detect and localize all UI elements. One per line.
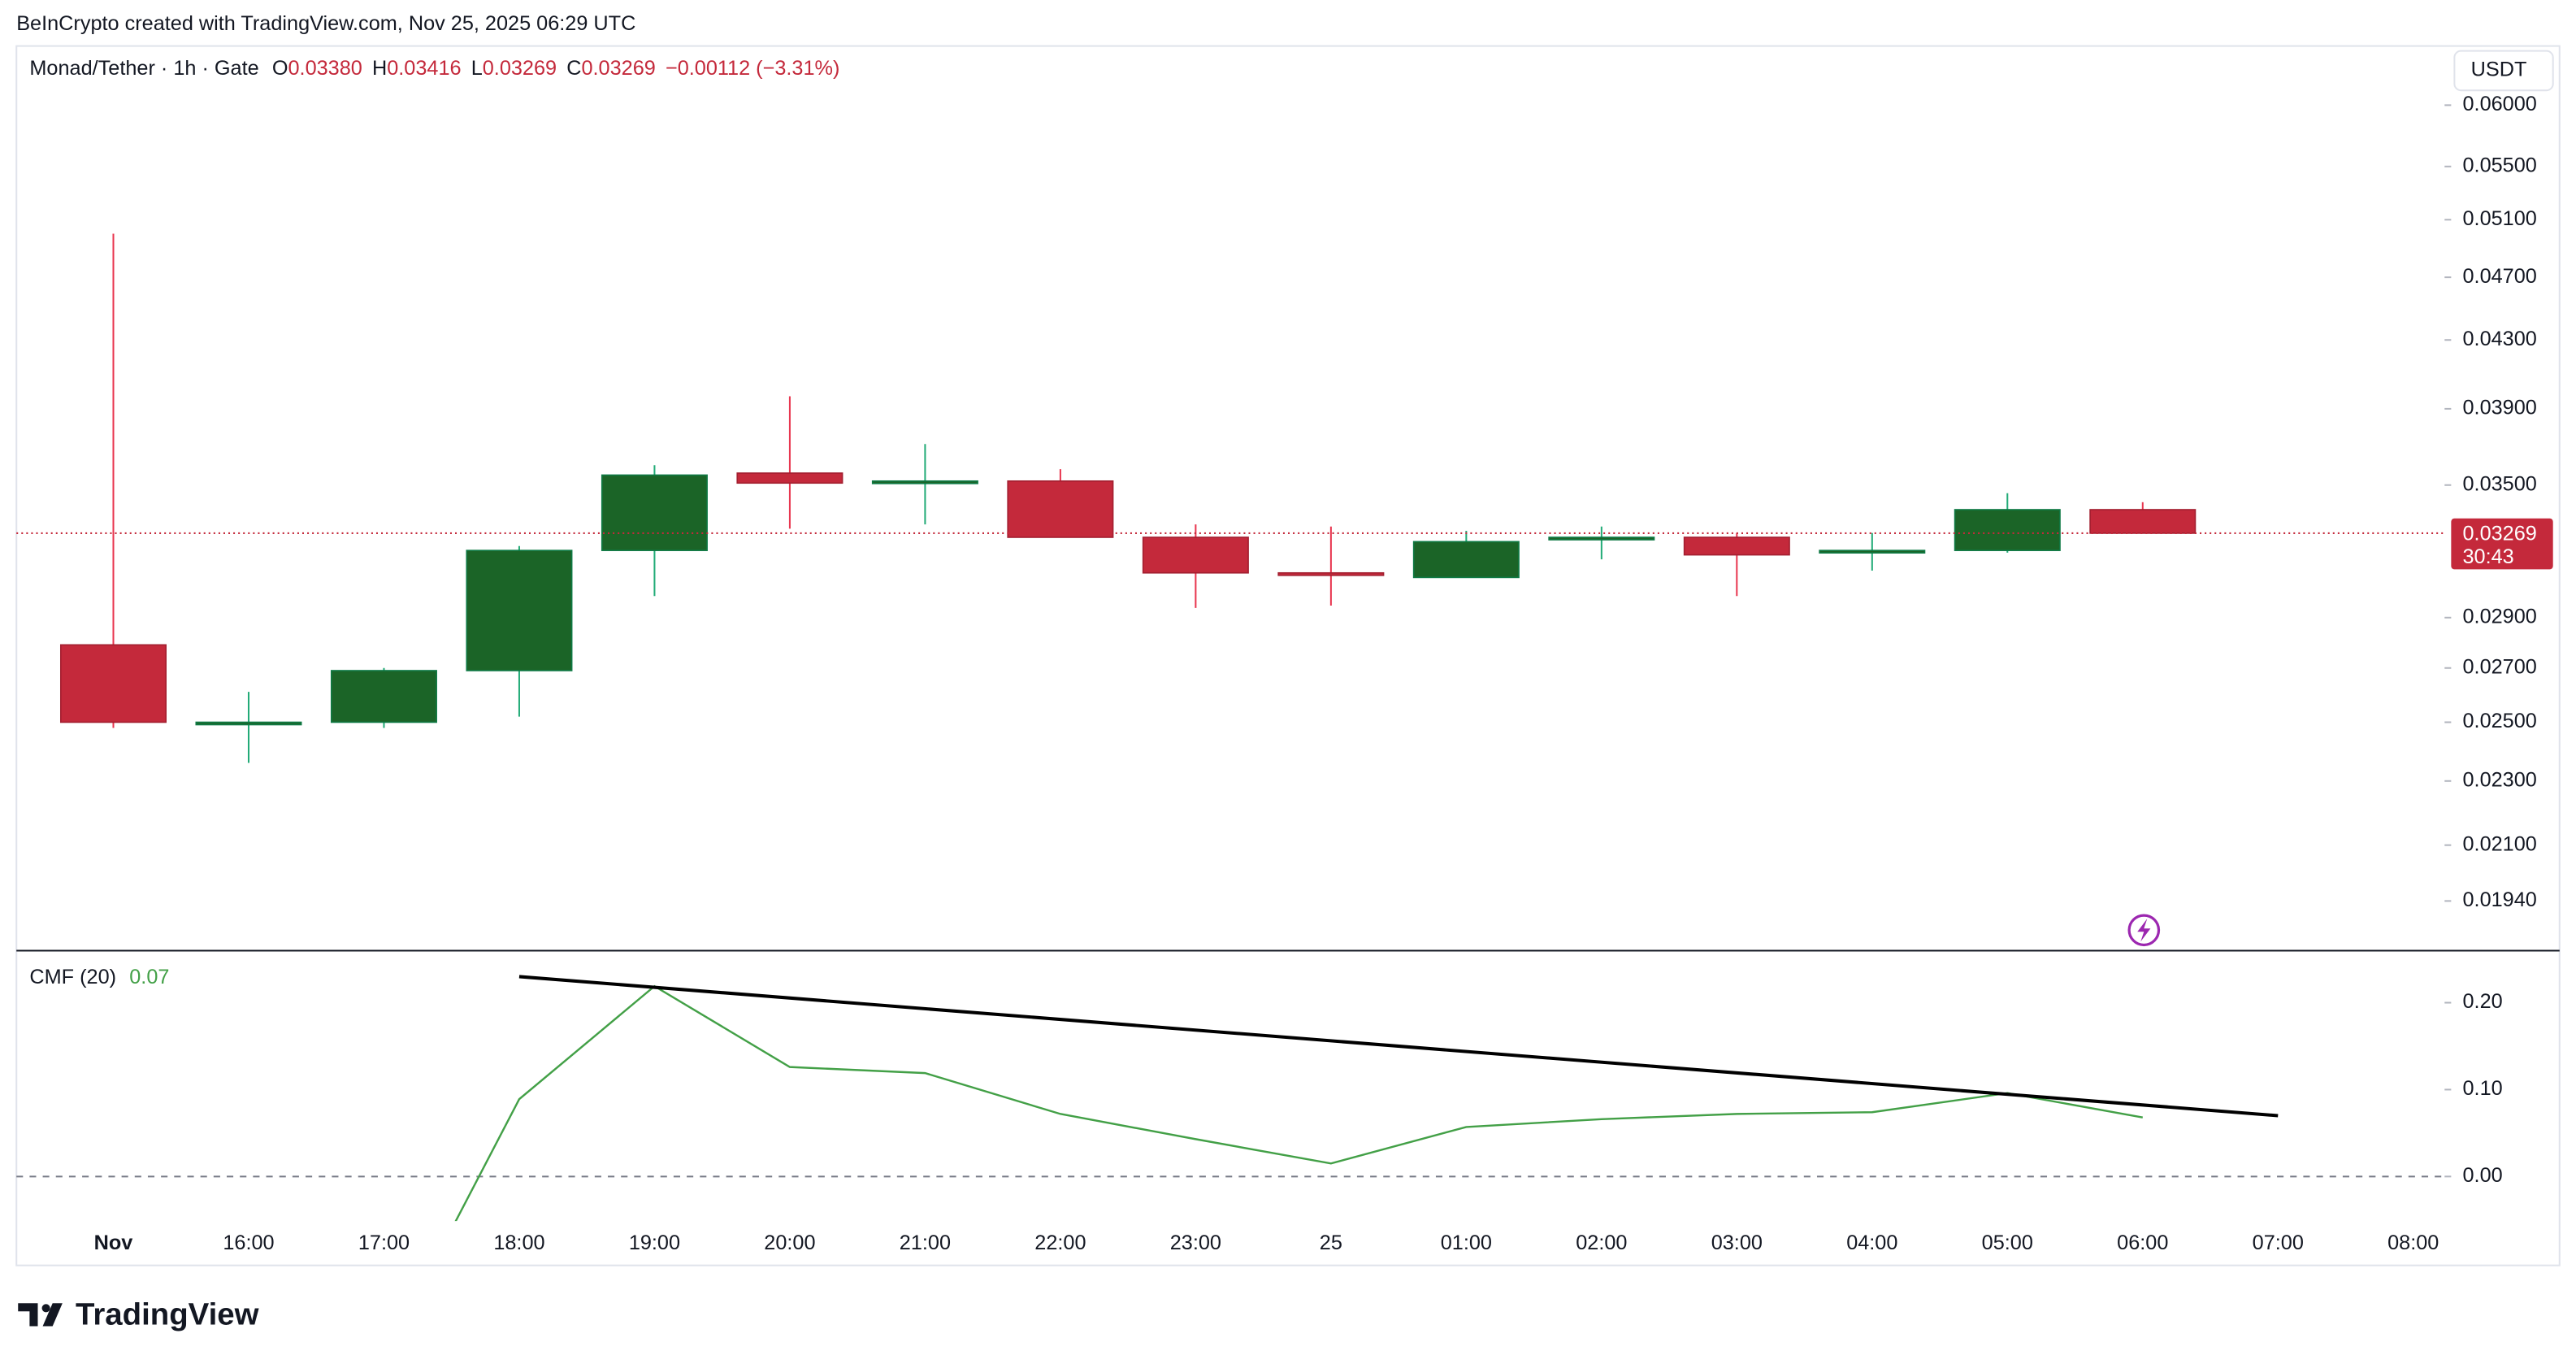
price-label: 0.03269 xyxy=(2463,523,2537,545)
y-tick-label: 0.00 xyxy=(2463,1164,2503,1187)
y-tick-label: 0.02900 xyxy=(2463,605,2537,628)
candle-body xyxy=(195,721,302,726)
candle-body xyxy=(736,472,843,484)
candle-body xyxy=(1819,550,1926,554)
y-tick-label: 0.05500 xyxy=(2463,154,2537,176)
x-tick-label: 08:00 xyxy=(2387,1232,2439,1254)
tradingview-logo: TradingView xyxy=(18,1297,259,1332)
x-tick-label: 06:00 xyxy=(2117,1232,2168,1254)
x-tick-label: 20:00 xyxy=(764,1232,815,1254)
legend-key: C xyxy=(566,57,581,80)
logo-text: TradingView xyxy=(76,1297,259,1332)
y-tick-label: 0.05100 xyxy=(2463,207,2537,230)
y-tick-label: 0.20 xyxy=(2463,990,2503,1013)
x-tick-label: 16:00 xyxy=(223,1232,274,1254)
candle-body xyxy=(330,670,437,723)
y-tick-label: 0.06000 xyxy=(2463,93,2537,115)
candle-body xyxy=(1007,480,1114,538)
legend-value: 0.03269 xyxy=(581,57,655,80)
x-tick-label: Nov xyxy=(94,1232,133,1254)
x-tick-label: 25 xyxy=(1320,1232,1342,1254)
y-tick-label: 0.01940 xyxy=(2463,888,2537,911)
candles xyxy=(59,233,2197,763)
candle-body xyxy=(1142,536,1249,574)
currency[interactable]: USDT xyxy=(2471,59,2527,81)
candle-body xyxy=(59,644,167,723)
x-tick-label: 05:00 xyxy=(1982,1232,2033,1254)
legend-key: O xyxy=(272,57,288,80)
y-tick-label: 0.03900 xyxy=(2463,397,2537,419)
lightning-icon[interactable] xyxy=(2127,914,2161,947)
cmf-line xyxy=(454,984,2143,1222)
y-tick-label: 0.04300 xyxy=(2463,328,2537,350)
x-tick-label: 07:00 xyxy=(2253,1232,2304,1254)
legend-key: H xyxy=(372,57,387,80)
legend-value: 0.03380 xyxy=(288,57,362,80)
y-tick-label: 0.03500 xyxy=(2463,472,2537,495)
legend-key: L xyxy=(471,57,483,80)
candle-body xyxy=(1548,536,1655,541)
x-tick-label: 01:00 xyxy=(1441,1232,1492,1254)
candle-body xyxy=(1277,571,1385,576)
candle-body xyxy=(1412,541,1520,579)
indicator-legend: CMF (20) 0.07 xyxy=(29,966,169,988)
legend-value: 0.03269 xyxy=(483,57,557,80)
x-tick-label: 21:00 xyxy=(900,1232,951,1254)
x-tick-label: 23:00 xyxy=(1170,1232,1221,1254)
x-tick-label: 03:00 xyxy=(1711,1232,1763,1254)
cmf xyxy=(454,984,2143,1222)
y-tick-label: 0.02300 xyxy=(2463,768,2537,791)
legend-value: 0.03416 xyxy=(387,57,461,80)
chart-frame xyxy=(15,45,2561,1266)
x-tick-label: 17:00 xyxy=(358,1232,410,1254)
candle-body xyxy=(1954,509,2061,551)
x-tick-label: 04:00 xyxy=(1846,1232,1897,1254)
y-tick-label: 0.10 xyxy=(2463,1077,2503,1100)
candle-body xyxy=(466,550,573,671)
price-label-box xyxy=(2451,518,2553,570)
x-tick-label: 22:00 xyxy=(1034,1232,1086,1254)
y-tick-label: 0.02500 xyxy=(2463,710,2537,732)
countdown: 30:43 xyxy=(2463,545,2514,568)
candle-body xyxy=(601,474,708,551)
trendline xyxy=(518,975,2279,1118)
x-tick-label: 18:00 xyxy=(493,1232,544,1254)
indicator-title: CMF (20) xyxy=(29,966,116,988)
legend: Monad/Tether · 1h · Gate O0.03380 H0.03416… xyxy=(29,57,839,80)
header: BeInCrypto created with TradingView.com,… xyxy=(16,12,635,35)
y-tick-label: 0.02700 xyxy=(2463,655,2537,678)
change: −0.00112 (−3.31%) xyxy=(666,57,839,80)
y-tick-label: 0.02100 xyxy=(2463,832,2537,855)
candle-body xyxy=(871,480,978,484)
candle-body xyxy=(2089,509,2197,534)
currency-box[interactable] xyxy=(2453,50,2554,92)
y-tick-label: 0.04700 xyxy=(2463,265,2537,288)
x-tick-label: 02:00 xyxy=(1576,1232,1627,1254)
candle-body xyxy=(1683,536,1790,556)
symbol: Monad/Tether · 1h · Gate xyxy=(29,57,258,80)
x-tick-label: 19:00 xyxy=(629,1232,680,1254)
indicator-value: 0.07 xyxy=(129,966,169,988)
